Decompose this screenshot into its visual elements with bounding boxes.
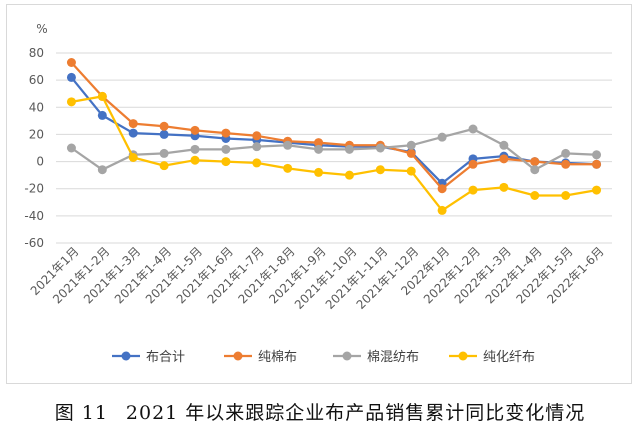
- data-point: [159, 129, 169, 139]
- data-point: [406, 148, 416, 158]
- data-point: [406, 166, 416, 176]
- data-point: [468, 185, 478, 195]
- legend-label: 纯棉布: [258, 350, 297, 365]
- data-point: [437, 205, 447, 215]
- data-point: [66, 97, 76, 107]
- data-point: [499, 182, 509, 192]
- series-line: [70, 127, 597, 171]
- legend-swatch-marker: [342, 351, 352, 361]
- legend-label: 纯化纤布: [483, 350, 535, 365]
- data-point: [499, 154, 509, 164]
- figure-title: 2021 年以来跟踪企业布产品销售累计同比变化情况: [125, 402, 586, 424]
- data-point: [66, 72, 76, 82]
- series-line: [70, 61, 597, 190]
- data-point: [190, 125, 200, 135]
- data-point: [344, 144, 354, 154]
- data-point: [283, 140, 293, 150]
- data-point: [530, 157, 540, 167]
- data-point: [530, 191, 540, 200]
- data-point: [406, 140, 416, 150]
- data-point: [283, 163, 293, 173]
- data-point: [561, 159, 571, 169]
- data-point: [252, 142, 262, 152]
- data-point: [530, 165, 540, 175]
- y-tick-label: 0: [36, 155, 44, 169]
- legend-label: 布合计: [146, 350, 185, 365]
- data-point: [437, 184, 447, 194]
- data-point: [314, 138, 324, 148]
- data-point: [592, 159, 602, 169]
- legend-label: 棉混纺布: [367, 350, 419, 365]
- legend-swatch-marker: [121, 351, 131, 361]
- data-point: [221, 128, 231, 138]
- y-tick-label: 20: [29, 127, 44, 141]
- y-tick-label: -40: [24, 209, 44, 223]
- data-point: [128, 119, 138, 129]
- data-point: [561, 148, 571, 158]
- data-point: [190, 144, 200, 154]
- series-line: [70, 76, 597, 185]
- data-point: [128, 128, 138, 138]
- data-point: [437, 132, 447, 142]
- data-point: [252, 158, 262, 168]
- y-tick-label: -20: [24, 182, 44, 196]
- data-point: [344, 170, 354, 180]
- data-point: [592, 150, 602, 160]
- data-point: [159, 121, 169, 131]
- data-point: [314, 167, 324, 177]
- data-point: [97, 165, 107, 175]
- data-point: [314, 144, 324, 154]
- line-chart: 806040200-20-40-60%2021年1月2021年1-2月2021年…: [24, 22, 612, 365]
- data-point: [159, 148, 169, 158]
- data-point: [561, 191, 571, 200]
- data-point: [190, 155, 200, 165]
- y-tick-label: -60: [24, 236, 44, 250]
- data-point: [221, 144, 231, 154]
- data-point: [97, 110, 107, 120]
- chart-frame: [6, 4, 632, 384]
- y-tick-label: 60: [29, 73, 44, 87]
- y-tick-label: 40: [29, 100, 44, 114]
- data-point: [128, 153, 138, 162]
- data-point: [468, 159, 478, 169]
- data-point: [97, 91, 107, 101]
- legend-swatch-marker: [458, 351, 468, 361]
- data-point: [375, 143, 385, 153]
- data-point: [66, 143, 76, 153]
- data-point: [468, 124, 478, 134]
- data-point: [592, 185, 602, 195]
- legend-swatch-marker: [233, 351, 243, 361]
- series-line: [71, 95, 597, 212]
- data-point: [499, 140, 509, 150]
- data-point: [221, 157, 231, 167]
- data-point: [159, 161, 169, 171]
- y-unit-label: %: [36, 22, 47, 36]
- y-tick-label: 80: [29, 46, 44, 60]
- data-point: [375, 165, 385, 175]
- figure-number: 图 11: [54, 402, 108, 424]
- data-point: [252, 131, 262, 141]
- data-point: [66, 58, 76, 67]
- figure-caption: 图 11 2021 年以来跟踪企业布产品销售累计同比变化情况: [0, 398, 640, 425]
